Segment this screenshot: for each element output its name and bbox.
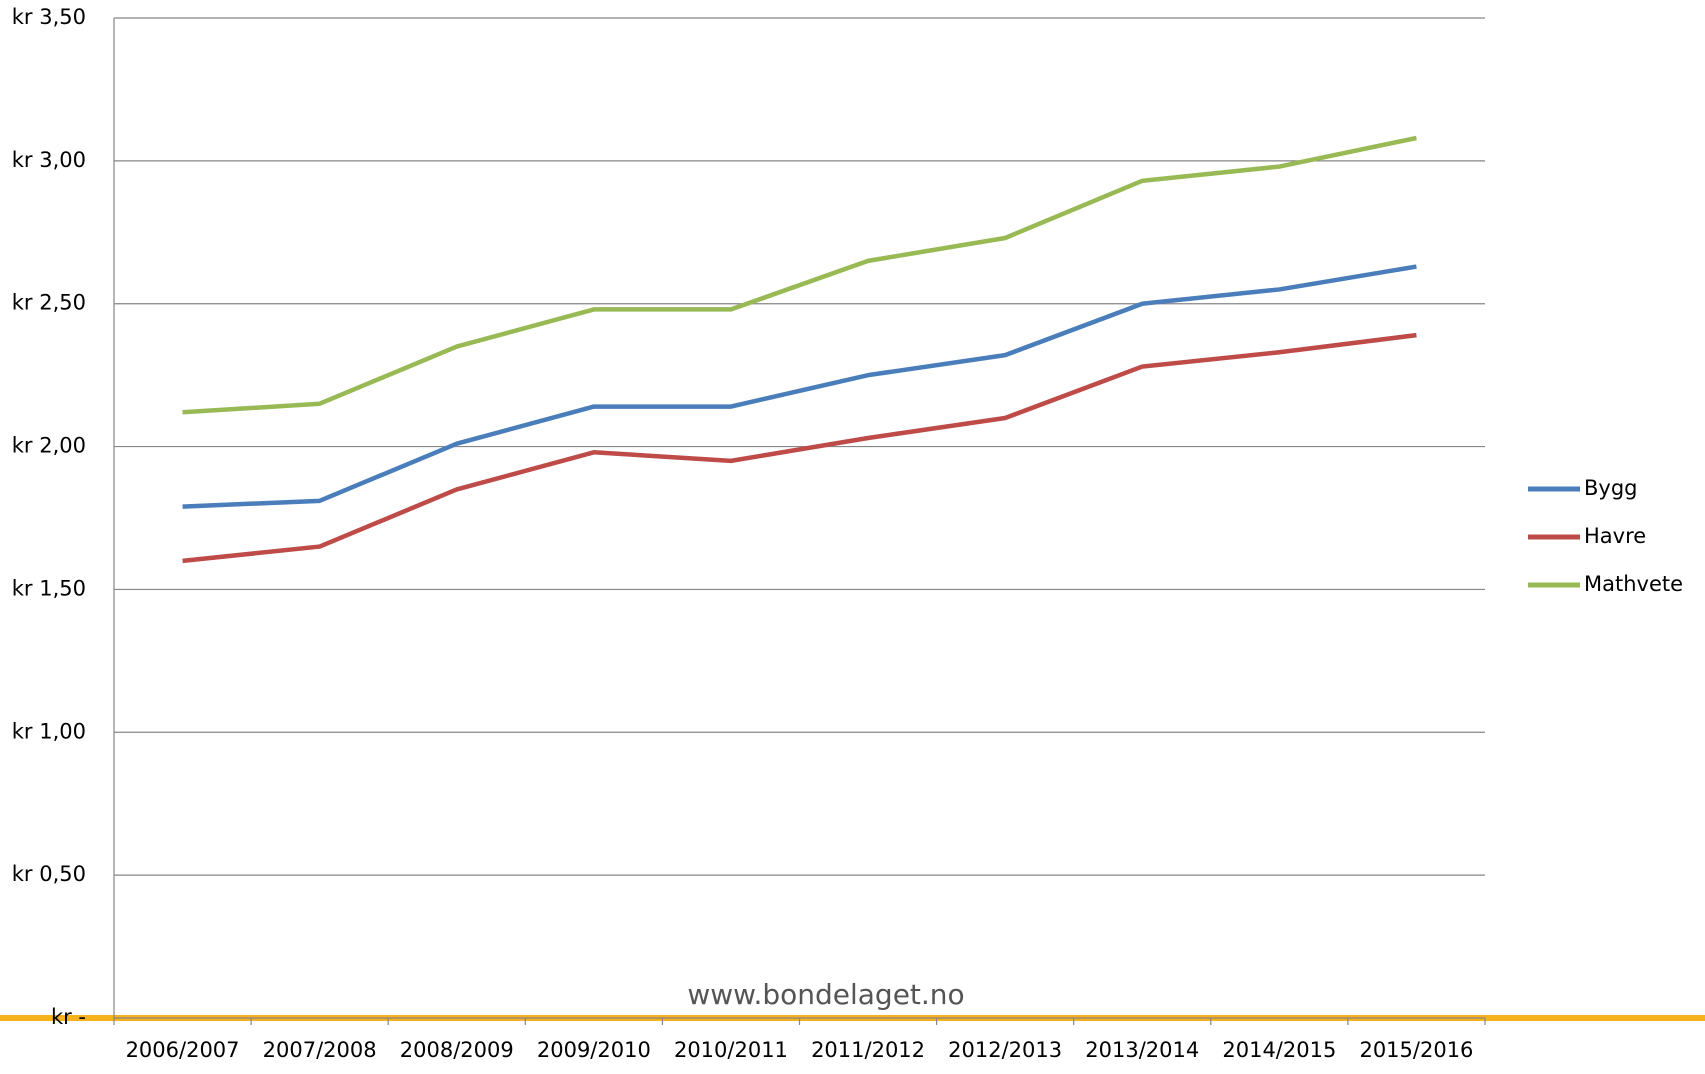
legend-label: Havre [1584,524,1646,548]
x-tick-label: 2015/2016 [1359,1038,1473,1062]
y-tick-label: kr 0,50 [12,862,86,886]
legend-label: Bygg [1584,476,1638,500]
x-tick-label: 2011/2012 [811,1038,925,1062]
y-tick-label: kr 3,00 [12,148,86,172]
x-tick-label: 2006/2007 [126,1038,240,1062]
series-line [182,135,1417,415]
series-line [182,264,1417,509]
y-tick-label: kr - [51,1005,86,1029]
x-tick-label: 2013/2014 [1085,1038,1199,1062]
y-tick-label: kr 2,00 [12,434,86,458]
x-tick-label: 2012/2013 [948,1038,1062,1062]
x-tick-label: 2008/2009 [400,1038,514,1062]
x-tick-label: 2007/2008 [263,1038,377,1062]
legend-label: Mathvete [1584,572,1683,596]
y-tick-label: kr 3,50 [12,5,86,29]
watermark: www.bondelaget.no [687,978,964,1011]
x-tick-label: 2014/2015 [1222,1038,1336,1062]
y-tick-label: kr 1,50 [12,576,86,600]
y-tick-label: kr 1,00 [12,719,86,743]
series-line [182,332,1417,564]
x-tick-label: 2010/2011 [674,1038,788,1062]
y-tick-label: kr 2,50 [12,291,86,315]
x-tick-label: 2009/2010 [537,1038,651,1062]
